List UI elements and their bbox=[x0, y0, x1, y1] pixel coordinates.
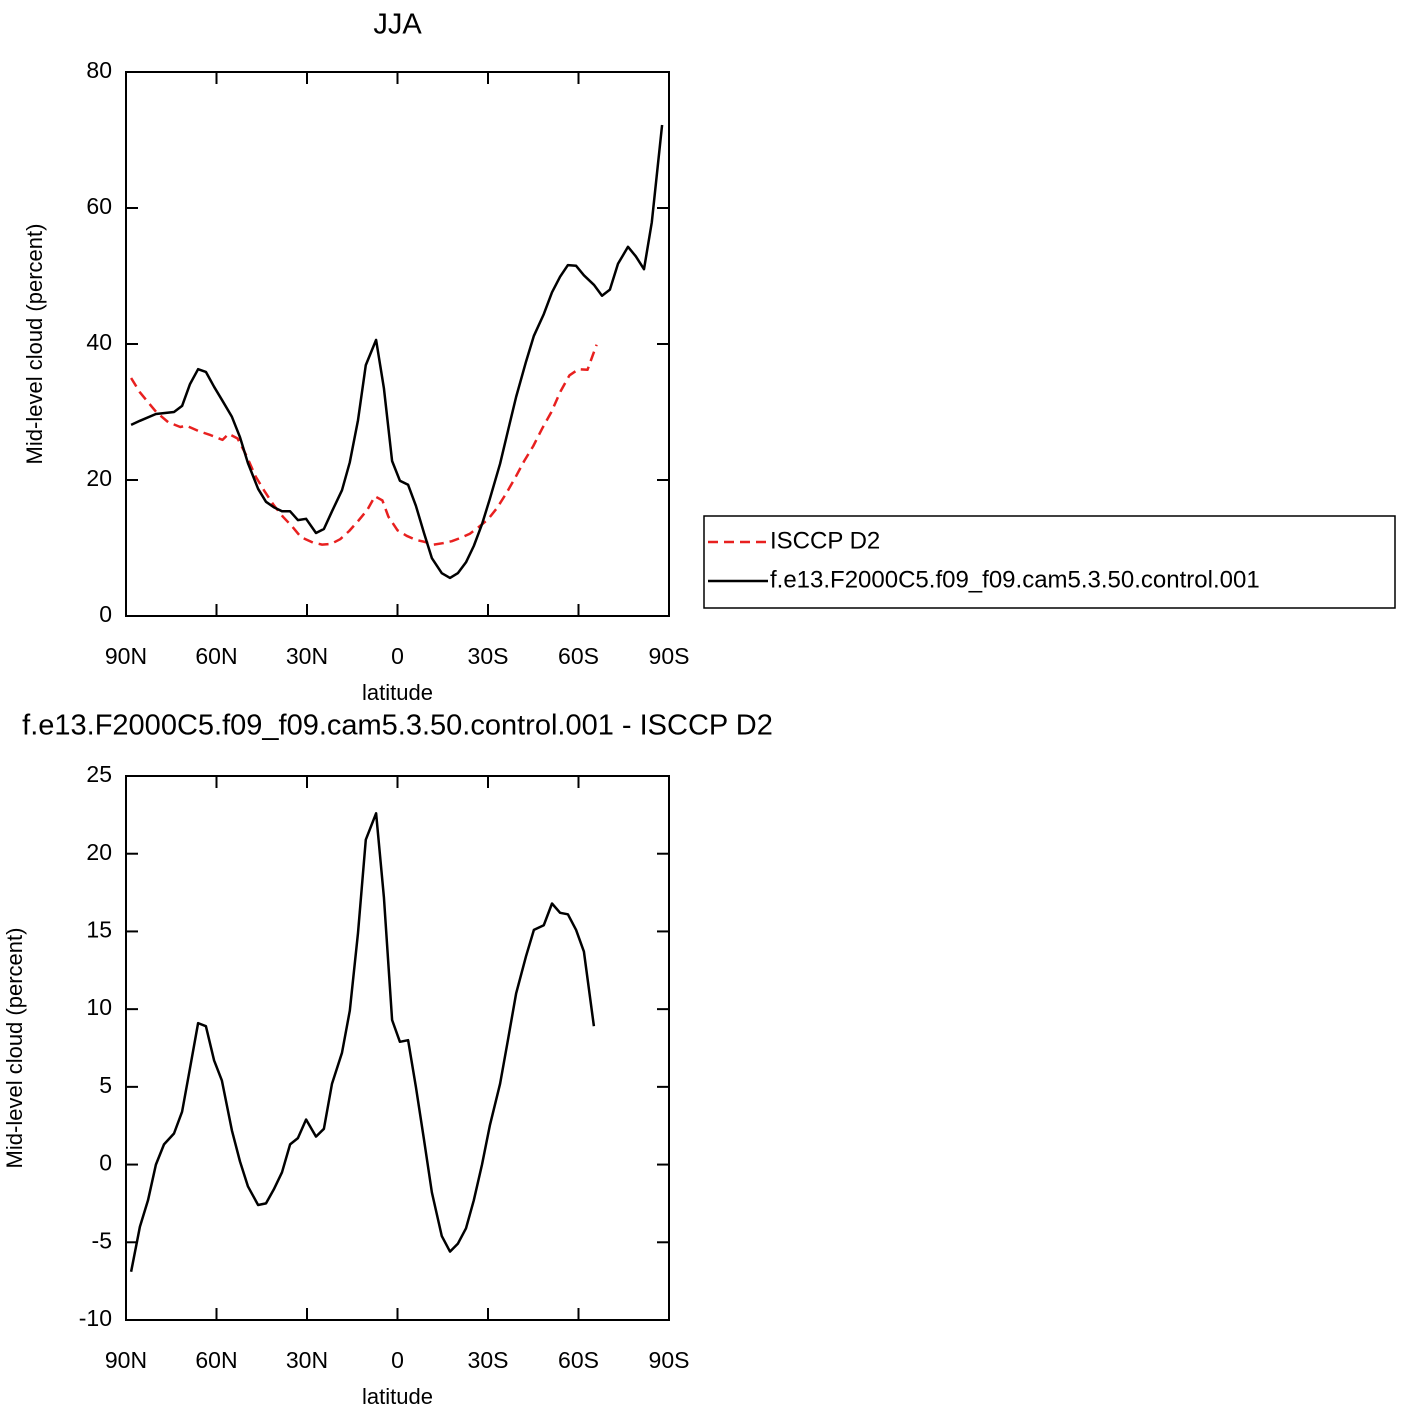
x-tick-label: 60S bbox=[558, 643, 599, 669]
x-tick-label: 30N bbox=[286, 1347, 328, 1373]
y-tick-label: 0 bbox=[99, 1150, 112, 1176]
y-axis-label: Mid-level cloud (percent) bbox=[2, 928, 27, 1169]
x-tick-label: 90N bbox=[105, 643, 147, 669]
plot-frame bbox=[125, 775, 670, 1321]
x-tick-label: 60N bbox=[195, 643, 237, 669]
y-tick-label: 0 bbox=[99, 601, 112, 627]
x-tick-label: 90S bbox=[649, 643, 690, 669]
y-tick-label: 60 bbox=[86, 193, 112, 219]
y-tick-label: 20 bbox=[86, 839, 112, 865]
x-tick-label: 30N bbox=[286, 643, 328, 669]
x-tick-label: 30S bbox=[468, 1347, 509, 1373]
plot-frame bbox=[125, 71, 670, 617]
x-tick-label: 90N bbox=[105, 1347, 147, 1373]
data-line bbox=[130, 124, 664, 580]
y-tick-label: -5 bbox=[92, 1227, 112, 1253]
y-tick-label: 10 bbox=[86, 994, 112, 1020]
y-tick-label: 5 bbox=[99, 1072, 112, 1098]
y-tick-label: 25 bbox=[86, 761, 112, 787]
chart-title: JJA bbox=[373, 9, 422, 41]
legend-label: ISCCP D2 bbox=[770, 527, 880, 554]
data-line bbox=[130, 344, 598, 546]
x-axis-label: latitude bbox=[362, 680, 433, 705]
legend-label: f.e13.F2000C5.f09_f09.cam5.3.50.control.… bbox=[770, 566, 1260, 593]
data-line bbox=[129, 812, 596, 1273]
y-tick-label: 15 bbox=[86, 917, 112, 943]
legend-box bbox=[703, 515, 1396, 609]
x-tick-label: 0 bbox=[391, 1347, 404, 1373]
x-tick-label: 0 bbox=[391, 643, 404, 669]
y-tick-label: 40 bbox=[86, 329, 112, 355]
y-tick-label: -10 bbox=[79, 1305, 112, 1331]
chart-title: f.e13.F2000C5.f09_f09.cam5.3.50.control.… bbox=[22, 710, 773, 742]
x-axis-label: latitude bbox=[362, 1384, 433, 1409]
y-tick-label: 80 bbox=[86, 57, 112, 83]
x-tick-label: 60N bbox=[195, 1347, 237, 1373]
y-axis-label: Mid-level cloud (percent) bbox=[22, 224, 47, 465]
y-tick-label: 20 bbox=[86, 465, 112, 491]
x-tick-label: 30S bbox=[468, 643, 509, 669]
x-tick-label: 90S bbox=[649, 1347, 690, 1373]
x-tick-label: 60S bbox=[558, 1347, 599, 1373]
